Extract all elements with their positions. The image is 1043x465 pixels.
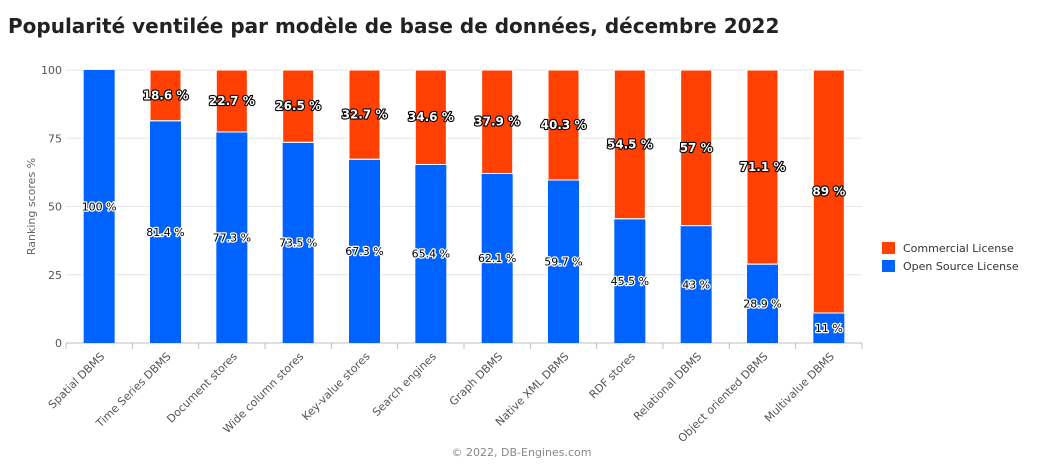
y-axis-title: Ranking scores % [25, 158, 38, 255]
data-label-commercial: 71.1 % [740, 160, 786, 174]
data-label-commercial: 89 % [812, 184, 845, 198]
bar-commercial [215, 69, 248, 133]
bar-open-source [150, 120, 181, 343]
x-tick-label: Graph DBMS [447, 350, 506, 409]
chart-title: Popularité ventilée par modèle de base d… [8, 14, 780, 38]
bar-open-source [415, 164, 447, 343]
data-label-commercial: 32.7 % [342, 108, 388, 122]
legend-label-open-source: Open Source License [903, 259, 1019, 273]
bar-commercial [547, 69, 580, 181]
legend-item-open-source[interactable]: Open Source License [882, 257, 1019, 275]
bar-commercial [680, 69, 713, 227]
data-label-commercial: 57 % [680, 141, 713, 155]
x-tick-label: Document stores [164, 350, 240, 426]
bar-open-source [614, 218, 646, 343]
data-label-open-source: 100 % [82, 201, 117, 214]
data-label-commercial: 34.6 % [408, 110, 454, 124]
x-tick-label: Multivalue DBMS [762, 350, 837, 425]
data-label-open-source: 73.5 % [279, 237, 317, 250]
credit-text[interactable]: © 2022, DB-Engines.com [451, 446, 592, 459]
x-tick-label: Native XML DBMS [493, 350, 572, 429]
data-label-open-source: 28.9 % [743, 298, 781, 311]
legend-swatch-commercial [882, 242, 895, 254]
data-label-commercial: 54.5 % [607, 137, 653, 151]
bar-open-source [481, 173, 513, 343]
x-tick-label: RDF stores [587, 350, 638, 401]
x-tick-label: Time Series DBMS [93, 350, 174, 431]
data-label-open-source: 65.4 % [412, 248, 450, 261]
bar-commercial [414, 69, 447, 165]
bar-commercial [149, 69, 182, 122]
bar-commercial [348, 69, 381, 160]
data-label-open-source: 67.3 % [345, 245, 383, 258]
x-tick-label: Relational DBMS [631, 350, 704, 423]
legend-item-commercial[interactable]: Commercial License [882, 239, 1019, 257]
bar-open-source [83, 70, 115, 343]
data-label-commercial: 22.7 % [209, 94, 255, 108]
legend-swatch-open-source [882, 260, 895, 272]
data-label-open-source: 43 % [682, 278, 710, 291]
data-label-commercial: 18.6 % [143, 88, 189, 102]
x-tick-label: Spatial DBMS [46, 350, 107, 411]
bar-commercial [481, 69, 514, 174]
bar-open-source [349, 159, 380, 343]
data-label-commercial: 37.9 % [474, 115, 520, 129]
data-label-open-source: 45.5 % [611, 275, 649, 288]
y-tick-label: 100 [41, 64, 62, 77]
bar-commercial [746, 69, 779, 265]
bar-open-source [813, 312, 845, 343]
data-label-open-source: 59.7 % [544, 256, 582, 269]
y-tick-label: 50 [48, 201, 62, 214]
bar-open-source [216, 131, 248, 343]
x-tick-label: Key-value stores [299, 350, 372, 423]
data-label-open-source: 62.1 % [478, 252, 516, 265]
data-label-open-source: 11 % [815, 322, 843, 335]
chart-legend: Commercial License Open Source License [882, 239, 1019, 275]
bar-open-source [747, 264, 778, 343]
bar-open-source [548, 180, 579, 343]
bar-open-source [680, 225, 712, 343]
data-label-open-source: 81.4 % [146, 226, 184, 239]
y-tick-label: 25 [48, 269, 62, 282]
x-tick-label: Search engines [370, 350, 439, 419]
data-label-commercial: 40.3 % [541, 118, 587, 132]
y-tick-label: 75 [48, 132, 62, 145]
bar-open-source [282, 142, 314, 343]
data-label-commercial: 26.5 % [275, 99, 321, 113]
bar-commercial [812, 69, 845, 314]
legend-label-commercial: Commercial License [903, 241, 1014, 255]
y-tick-label: 0 [55, 337, 62, 350]
data-label-open-source: 77.3 % [213, 231, 251, 244]
